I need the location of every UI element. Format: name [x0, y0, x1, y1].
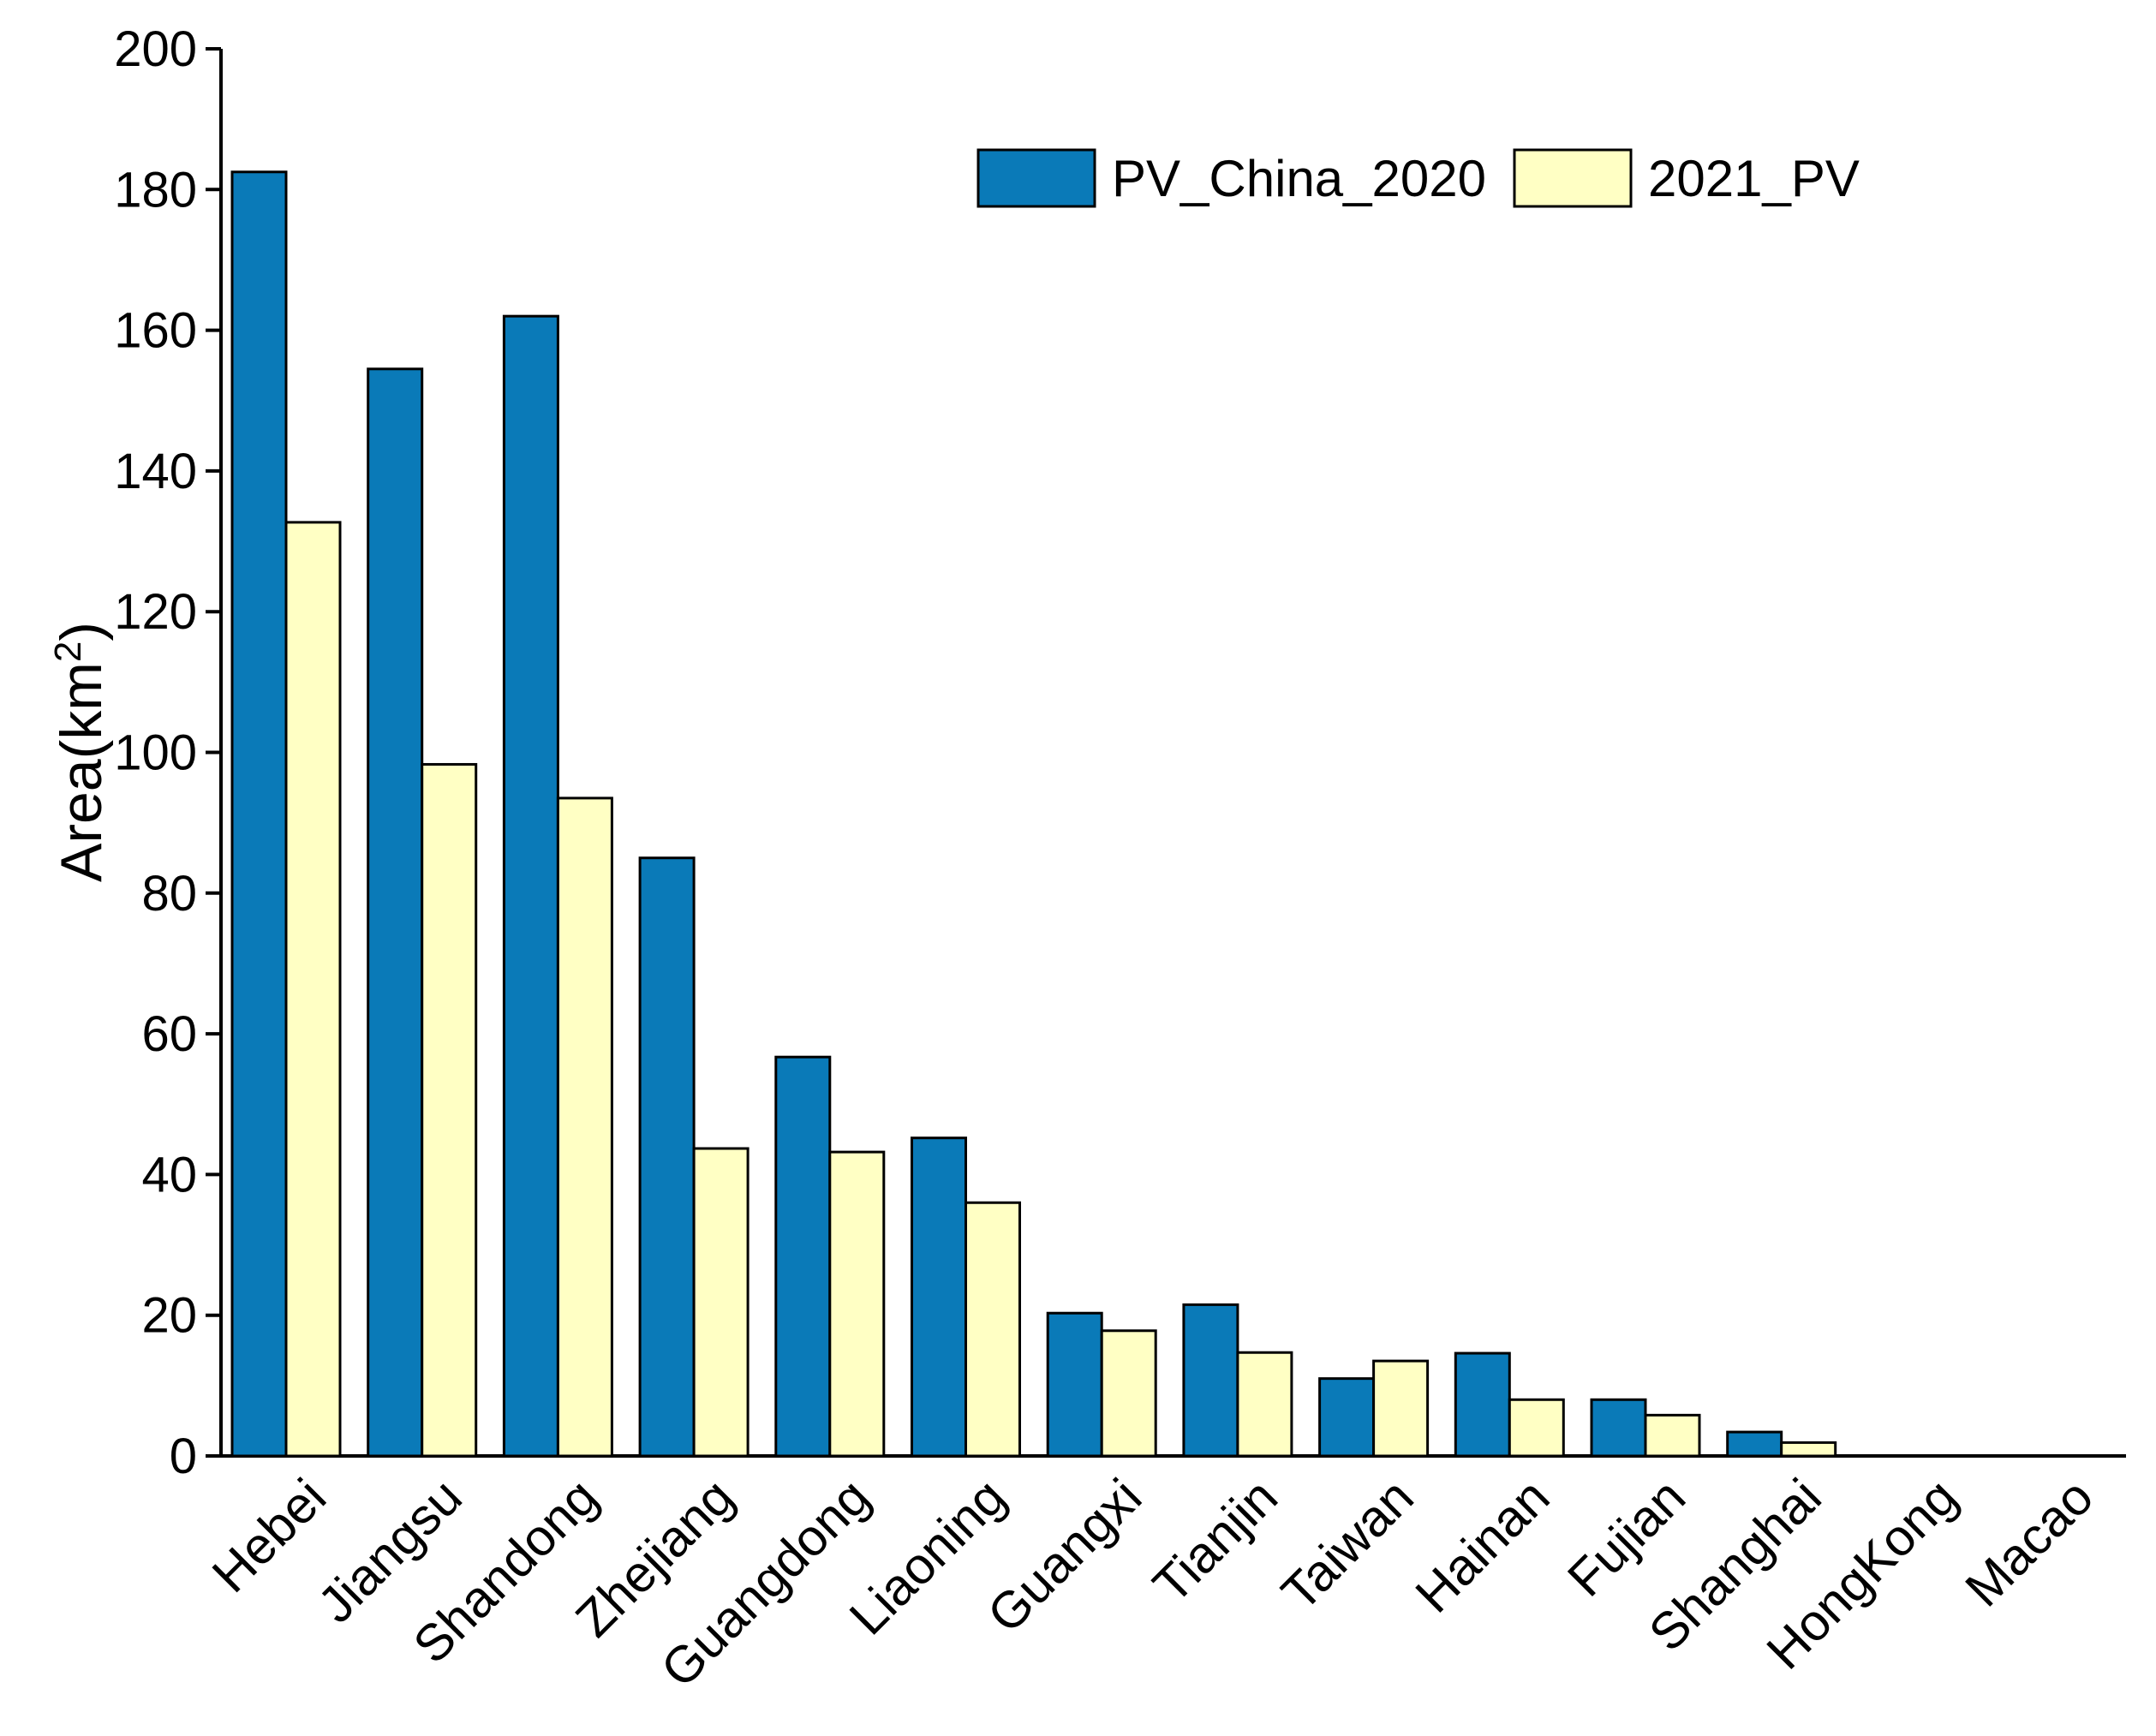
bar-pv-china-2020-jiangsu — [367, 367, 424, 1458]
bar-2021-pv-liaoning — [965, 1201, 1021, 1458]
legend-label-2021-pv: 2021_PV — [1648, 150, 1860, 207]
y-tick-label: 100 — [114, 725, 197, 781]
x-axis: HebeiJiangsuShandongZhejiangGuangdongLia… — [201, 1454, 2126, 1698]
y-tick-label: 60 — [141, 1006, 197, 1062]
bar-pv-china-2020-shanghai — [1726, 1430, 1783, 1458]
bar-pv-china-2020-tianjin — [1182, 1303, 1239, 1458]
bar-2021-pv-hebei — [284, 521, 342, 1458]
y-tick-label: 80 — [141, 866, 197, 922]
bar-2021-pv-taiwan — [1372, 1359, 1430, 1458]
bar-pv-china-2020-guangxi — [1046, 1311, 1103, 1458]
bar-2021-pv-hainan — [1508, 1398, 1565, 1458]
bar-2021-pv-shandong — [556, 796, 613, 1458]
y-tick-label: 200 — [114, 21, 197, 77]
y-axis: 0 20 40 60 80 100 120 140 160 180 200 — [114, 21, 223, 1484]
y-axis-title: Area(km2) — [47, 622, 115, 882]
bar-2021-pv-jiangsu — [421, 762, 478, 1458]
x-tick-label: Tianjin — [1142, 1468, 1288, 1614]
x-labels: HebeiJiangsuShandongZhejiangGuangdongLia… — [201, 1468, 2104, 1698]
bar-pv-china-2020-hebei — [230, 170, 288, 1458]
bar-2021-pv-guangxi — [1100, 1329, 1157, 1458]
bar-2021-pv-zhejiang — [692, 1147, 750, 1458]
legend-swatch-2021-pv — [1513, 148, 1633, 208]
bar-pv-china-2020-guangdong — [774, 1055, 832, 1458]
bar-2021-pv-guangdong — [828, 1150, 886, 1458]
bars — [230, 170, 1837, 1458]
bar-pv-china-2020-hainan — [1454, 1351, 1511, 1458]
y-tick-label: 160 — [114, 303, 197, 359]
bar-2021-pv-fujian — [1644, 1413, 1701, 1458]
bar-pv-china-2020-zhejiang — [638, 856, 696, 1458]
y-tick-label: 0 — [170, 1429, 197, 1484]
legend-label-pv-china-2020: PV_China_2020 — [1112, 150, 1486, 207]
bar-2021-pv-tianjin — [1236, 1351, 1293, 1458]
y-tick-label: 140 — [114, 444, 197, 499]
y-tick-label: 180 — [114, 162, 197, 218]
bar-pv-china-2020-fujian — [1590, 1398, 1647, 1458]
bar-pv-china-2020-liaoning — [911, 1136, 967, 1458]
y-tick-label: 40 — [141, 1147, 197, 1202]
y-tick-label: 120 — [114, 584, 197, 640]
y-ticks: 0 20 40 60 80 100 120 140 160 180 200 — [114, 21, 221, 1484]
y-tick-label: 20 — [141, 1288, 197, 1344]
x-tick-label: Taiwan — [1270, 1468, 1424, 1621]
x-tick-label: Macao — [1955, 1468, 2105, 1618]
legend-swatch-pv-china-2020 — [976, 148, 1096, 208]
legend: PV_China_2020 2021_PV — [976, 148, 1860, 208]
bar-pv-china-2020-taiwan — [1318, 1377, 1376, 1458]
x-tick-label: Hainan — [1405, 1468, 1561, 1624]
bar-pv-china-2020-shandong — [502, 314, 559, 1458]
x-tick-label: Guangxi — [976, 1468, 1152, 1644]
bar-2021-pv-shanghai — [1780, 1441, 1837, 1458]
